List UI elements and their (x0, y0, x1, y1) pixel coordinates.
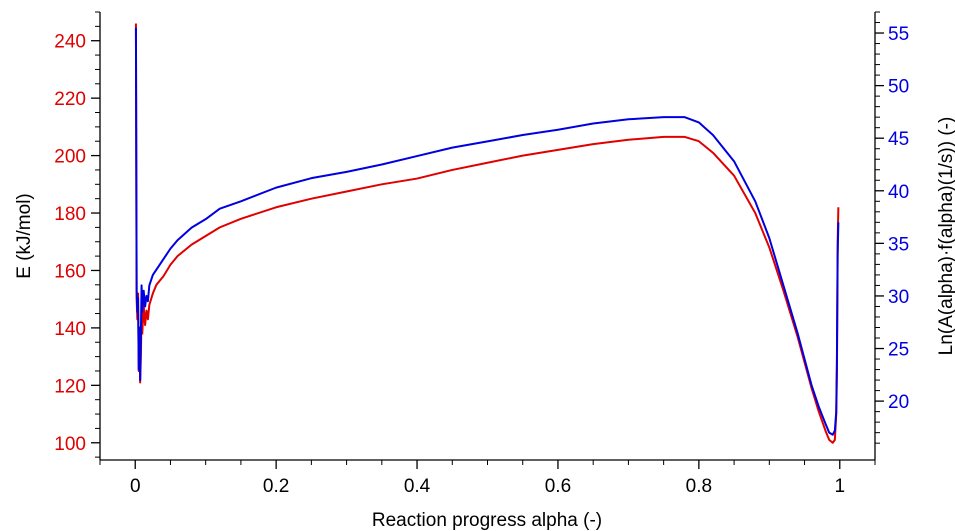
left-y-tick-label: 240 (54, 32, 86, 53)
left-y-tick-label: 180 (54, 204, 86, 225)
x-axis-title: Reaction progress alpha (-) (372, 510, 602, 531)
right-y-tick-label: 55 (888, 24, 909, 45)
right-y-tick-label: 35 (888, 234, 909, 255)
right-y-tick-label: 30 (888, 287, 909, 308)
left-y-tick-label: 160 (54, 261, 86, 282)
right-y-axis-title: Ln(A(alpha)·f(alpha)(1/s)) (-) (936, 117, 955, 356)
x-tick-label: 0.2 (263, 476, 289, 497)
series-line-ln-a-f (134, 27, 840, 436)
x-ticks: 0 0.2 0.4 0.6 0.8 1 (99, 460, 876, 497)
left-y-tick-label: 100 (54, 434, 86, 455)
series-group (134, 23, 840, 444)
left-y-tick-label: 120 (54, 376, 86, 397)
right-y-tick-label: 20 (888, 392, 909, 413)
left-y-ticks: 100 120 140 160 180 200 220 240 (54, 11, 100, 458)
right-y-tick-label: 40 (888, 182, 909, 203)
left-y-axis-title: E (kJ/mol) (14, 193, 35, 279)
x-tick-label: 1 (834, 476, 845, 497)
left-y-tick-label: 220 (54, 89, 86, 110)
x-tick-label: 0.6 (545, 476, 571, 497)
left-y-tick-label: 140 (54, 319, 86, 340)
right-y-tick-label: 25 (888, 340, 909, 361)
series-line-e-kj-mol (134, 23, 840, 444)
x-tick-label: 0 (130, 476, 141, 497)
axes-frame (99, 12, 876, 461)
right-y-tick-label: 50 (888, 77, 909, 98)
x-tick-label: 0.4 (404, 476, 431, 497)
right-y-ticks: 20 25 30 35 40 45 50 55 (875, 11, 909, 444)
x-tick-label: 0.8 (686, 476, 712, 497)
left-y-tick-label: 200 (54, 147, 86, 168)
right-y-tick-label: 45 (888, 129, 909, 150)
